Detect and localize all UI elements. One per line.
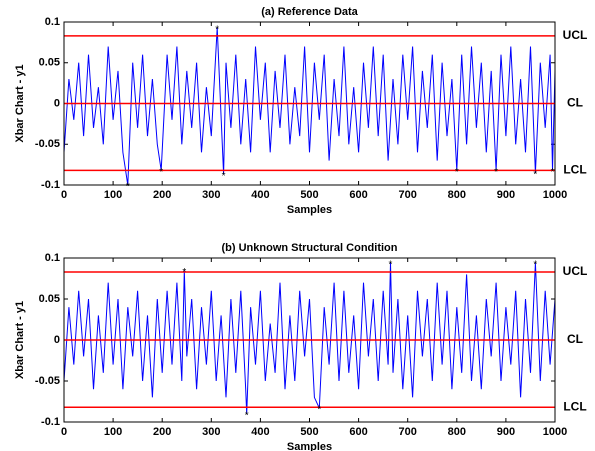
- out-of-control-marker: *: [159, 167, 163, 178]
- y-tick-label: 0.05: [39, 57, 60, 69]
- x-axis-label: Samples: [287, 204, 332, 216]
- y-tick-label: 0.1: [45, 252, 60, 264]
- x-tick-label: 300: [202, 189, 220, 201]
- out-of-control-marker: *: [182, 267, 186, 278]
- data-line: [63, 27, 556, 186]
- y-tick-label: 0: [54, 97, 60, 109]
- x-tick-label: 900: [497, 426, 515, 438]
- control-label: UCL: [563, 264, 588, 278]
- x-tick-label: 500: [300, 189, 318, 201]
- out-of-control-marker: *: [245, 410, 249, 421]
- x-tick-label: 0: [61, 426, 67, 438]
- x-tick-label: 400: [251, 189, 269, 201]
- y-axis-label: Xbar Chart - y1: [14, 64, 26, 142]
- y-tick-label: -0.1: [41, 416, 60, 428]
- out-of-control-marker: *: [317, 405, 321, 416]
- out-of-control-marker: *: [455, 167, 459, 178]
- x-tick-label: 900: [497, 189, 515, 201]
- y-tick-label: 0.05: [39, 293, 60, 305]
- y-tick-label: -0.05: [35, 375, 60, 387]
- x-tick-label: 300: [202, 426, 220, 438]
- y-tick-label: -0.05: [35, 138, 60, 150]
- x-tick-label: 100: [104, 189, 122, 201]
- x-tick-label: 600: [349, 189, 367, 201]
- chart-title: (b) Unknown Structural Condition: [222, 242, 398, 254]
- x-tick-label: 1000: [543, 426, 567, 438]
- x-tick-label: 0: [61, 189, 67, 201]
- x-tick-label: 200: [153, 426, 171, 438]
- y-tick-label: -0.1: [41, 179, 60, 191]
- plot-frame: [63, 21, 556, 186]
- x-tick-label: 500: [300, 426, 318, 438]
- chart-title: (a) Reference Data: [261, 6, 358, 18]
- control-label: CL: [567, 96, 583, 110]
- x-tick-label: 600: [349, 426, 367, 438]
- x-tick-label: 200: [153, 189, 171, 201]
- y-tick-label: 0.1: [45, 16, 60, 28]
- out-of-control-marker: *: [533, 260, 537, 271]
- x-tick-label: 100: [104, 426, 122, 438]
- control-label: UCL: [563, 28, 588, 42]
- x-tick-label: 800: [448, 189, 466, 201]
- data-line: [63, 262, 556, 414]
- out-of-control-marker: *: [222, 171, 226, 182]
- out-of-control-marker: *: [551, 167, 555, 178]
- y-tick-label: 0: [54, 334, 60, 346]
- x-tick-label: 800: [448, 426, 466, 438]
- control-label: LCL: [563, 163, 586, 177]
- out-of-control-marker: *: [533, 169, 537, 180]
- out-of-control-marker: *: [215, 24, 219, 35]
- x-tick-label: 1000: [543, 189, 567, 201]
- plot-frame: [63, 257, 556, 423]
- x-tick-label: 700: [399, 189, 417, 201]
- y-axis-label: Xbar Chart - y1: [14, 301, 26, 379]
- out-of-control-marker: *: [494, 167, 498, 178]
- out-of-control-marker: *: [126, 182, 130, 193]
- x-tick-label: 700: [399, 426, 417, 438]
- control-label: CL: [567, 332, 583, 346]
- out-of-control-marker: *: [389, 260, 393, 271]
- x-tick-label: 400: [251, 426, 269, 438]
- x-axis-label: Samples: [287, 441, 332, 451]
- control-label: LCL: [563, 399, 586, 413]
